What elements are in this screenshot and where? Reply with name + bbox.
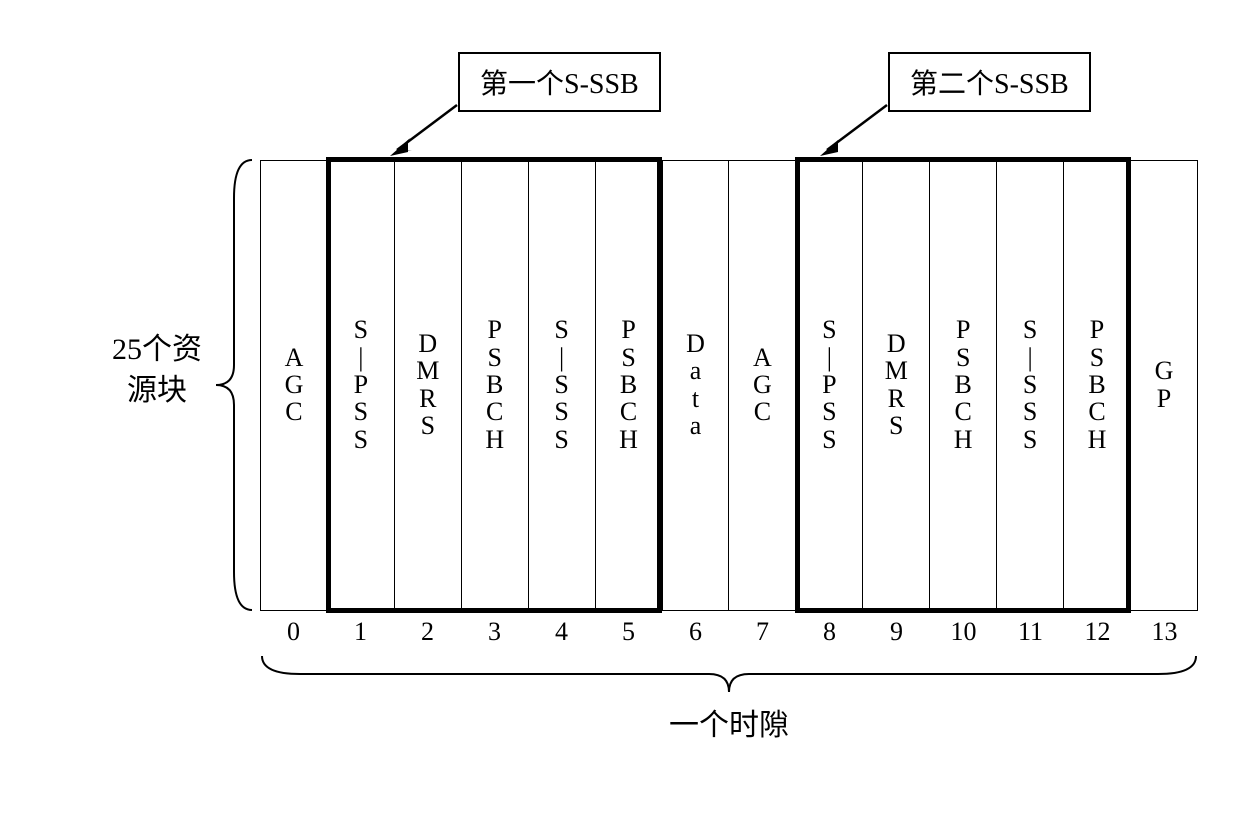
slot-label-13: GP bbox=[1155, 357, 1174, 412]
slot-cell-4: S|SSS bbox=[528, 161, 595, 611]
slot-label-8: S|PSS bbox=[822, 316, 836, 452]
slot-cell-11: S|SSS bbox=[997, 161, 1064, 611]
slot-label-7: AGC bbox=[753, 344, 772, 426]
slot-cell-9: DMRS bbox=[863, 161, 930, 611]
slot-cell-13: GP bbox=[1130, 161, 1197, 611]
slot-cell-5: PSBCH bbox=[595, 161, 662, 611]
slot-row: AGC S|PSS DMRS PSBCH S|SSS PSBCH Data AG… bbox=[261, 161, 1198, 611]
slot-cell-6: Data bbox=[662, 161, 729, 611]
slot-label-0: AGC bbox=[285, 344, 304, 426]
x-axis-label: 一个时隙 bbox=[260, 700, 1198, 744]
slot-label-6: Data bbox=[686, 330, 705, 439]
slot-index-2: 2 bbox=[394, 611, 461, 647]
legend-first-ssb: 第一个S-SSB bbox=[458, 52, 661, 112]
slot-cell-12: PSBCH bbox=[1064, 161, 1131, 611]
slot-label-5: PSBCH bbox=[619, 316, 638, 452]
slot-index-10: 10 bbox=[930, 611, 997, 647]
slot-label-4: S|SSS bbox=[554, 316, 568, 452]
slot-cell-3: PSBCH bbox=[461, 161, 528, 611]
slot-table: AGC S|PSS DMRS PSBCH S|SSS PSBCH Data AG… bbox=[260, 160, 1198, 611]
slot-cell-8: S|PSS bbox=[796, 161, 863, 611]
slot-cell-10: PSBCH bbox=[930, 161, 997, 611]
legend-first-ssb-text: 第一个S-SSB bbox=[480, 69, 639, 100]
slot-index-1: 1 bbox=[327, 611, 394, 647]
y-axis-label: 25个资源块 bbox=[112, 330, 202, 411]
slot-index-5: 5 bbox=[595, 611, 662, 647]
x-axis-brace bbox=[260, 652, 1198, 696]
slot-cell-1: S|PSS bbox=[327, 161, 394, 611]
slot-index-12: 12 bbox=[1064, 611, 1131, 647]
slot-label-11: S|SSS bbox=[1023, 316, 1037, 452]
slot-cell-0: AGC bbox=[261, 161, 328, 611]
slot-index-13: 13 bbox=[1131, 611, 1198, 647]
slot-index-8: 8 bbox=[796, 611, 863, 647]
slot-index-11: 11 bbox=[997, 611, 1064, 647]
slot-index-row: 0 1 2 3 4 5 6 7 8 9 10 11 12 13 bbox=[260, 611, 1198, 647]
slot-label-12: PSBCH bbox=[1088, 316, 1107, 452]
legend-second-ssb-text: 第二个S-SSB bbox=[910, 69, 1069, 100]
slot-index-3: 3 bbox=[461, 611, 528, 647]
legend-second-ssb: 第二个S-SSB bbox=[888, 52, 1091, 112]
slot-label-10: PSBCH bbox=[954, 316, 973, 452]
slot-cell-7: AGC bbox=[729, 161, 796, 611]
slot-label-1: S|PSS bbox=[354, 316, 368, 452]
slot-label-9: DMRS bbox=[885, 330, 908, 439]
y-axis-brace bbox=[212, 158, 256, 612]
ssb-slot-diagram: 第一个S-SSB 第二个S-SSB 25个资源块 AGC S|PSS DMRS … bbox=[100, 50, 1200, 770]
slot-cell-2: DMRS bbox=[394, 161, 461, 611]
slot-index-7: 7 bbox=[729, 611, 796, 647]
slot-table-wrap: AGC S|PSS DMRS PSBCH S|SSS PSBCH Data AG… bbox=[260, 160, 1198, 647]
slot-index-9: 9 bbox=[863, 611, 930, 647]
slot-index-0: 0 bbox=[260, 611, 327, 647]
slot-index-4: 4 bbox=[528, 611, 595, 647]
slot-label-2: DMRS bbox=[416, 330, 439, 439]
slot-label-3: PSBCH bbox=[485, 316, 504, 452]
slot-index-6: 6 bbox=[662, 611, 729, 647]
